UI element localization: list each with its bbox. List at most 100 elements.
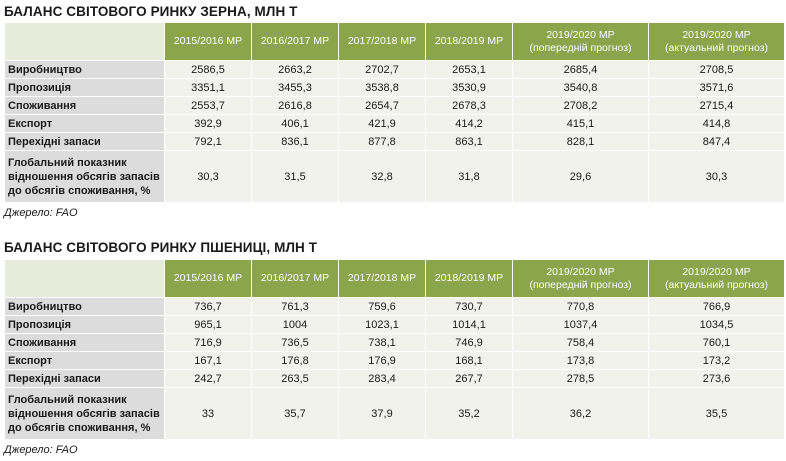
table-cell: 263,5 (251, 369, 339, 388)
wheat-source-note: Джерело: FAO (4, 444, 78, 456)
table-cell: 415,1 (512, 114, 649, 133)
table-cell: 176,8 (251, 351, 339, 370)
table-cell: 242,7 (164, 369, 252, 388)
table-cell: 35,7 (251, 387, 339, 440)
row-label: Виробництво (4, 297, 165, 316)
row-label: Пропозиція (4, 315, 165, 334)
column-header: 2016/2017 МР (251, 22, 339, 61)
row-label: Виробництво (4, 60, 165, 79)
table-cell: 863,1 (425, 132, 513, 151)
table-cell: 1004 (251, 315, 339, 334)
table-row: Споживання 716,9 736,5 738,1 746,9 758,4… (4, 333, 785, 352)
table-cell: 2678,3 (425, 96, 513, 115)
table-cell: 761,3 (251, 297, 339, 316)
table-cell: 2553,7 (164, 96, 252, 115)
table-row: Пропозиція 3351,1 3455,3 3538,8 3530,9 3… (4, 78, 785, 97)
table-cell: 173,8 (512, 351, 649, 370)
column-header: 2019/2020 МР (попередній прогноз) (512, 22, 649, 61)
grain-source-note: Джерело: FAO (4, 207, 78, 219)
table-row: Глобальний показник відношення обсягів за… (4, 387, 785, 440)
column-header: 2016/2017 МР (251, 259, 339, 298)
row-label: Перехідні запаси (4, 132, 165, 151)
table-cell: 2586,5 (164, 60, 252, 79)
table-cell: 836,1 (251, 132, 339, 151)
table-cell: 36,2 (512, 387, 649, 440)
wheat-table-title: БАЛАНС СВІТОВОГО РИНКУ ПШЕНИЦІ, МЛН Т (4, 240, 318, 255)
header-corner (4, 259, 165, 298)
table-cell: 1034,5 (648, 315, 785, 334)
column-header: 2018/2019 МР (425, 259, 513, 298)
row-label: Експорт (4, 351, 165, 370)
table-cell: 35,2 (425, 387, 513, 440)
table-cell: 31,5 (251, 150, 339, 203)
wheat-balance-table: 2015/2016 МР 2016/2017 МР 2017/2018 МР 2… (4, 259, 785, 440)
column-header: 2015/2016 МР (164, 259, 252, 298)
table-cell: 716,9 (164, 333, 252, 352)
table-cell: 414,8 (648, 114, 785, 133)
table-row: Перехідні запаси 792,1 836,1 877,8 863,1… (4, 132, 785, 151)
column-header: 2019/2020 МР (актуальний прогноз) (648, 259, 785, 298)
table-cell: 736,7 (164, 297, 252, 316)
table-cell: 167,1 (164, 351, 252, 370)
row-label: Глобальний показник відношення обсягів за… (4, 150, 165, 203)
table-cell: 877,8 (338, 132, 426, 151)
table-row: Експорт 392,9 406,1 421,9 414,2 415,1 41… (4, 114, 785, 133)
row-label: Споживання (4, 333, 165, 352)
table-cell: 1023,1 (338, 315, 426, 334)
table-cell: 792,1 (164, 132, 252, 151)
table-cell: 1037,4 (512, 315, 649, 334)
row-label: Глобальний показник відношення обсягів за… (4, 387, 165, 440)
table-cell: 273,6 (648, 369, 785, 388)
grain-balance-table: 2015/2016 МР 2016/2017 МР 2017/2018 МР 2… (4, 22, 785, 203)
table-cell: 766,9 (648, 297, 785, 316)
table-row: Перехідні запаси 242,7 263,5 283,4 267,7… (4, 369, 785, 388)
table-cell: 2616,8 (251, 96, 339, 115)
table-cell: 30,3 (164, 150, 252, 203)
table-cell: 2653,1 (425, 60, 513, 79)
table-cell: 828,1 (512, 132, 649, 151)
table-row: Пропозиція 965,1 1004 1023,1 1014,1 1037… (4, 315, 785, 334)
column-header: 2015/2016 МР (164, 22, 252, 61)
table-cell: 421,9 (338, 114, 426, 133)
table-row: Споживання 2553,7 2616,8 2654,7 2678,3 2… (4, 96, 785, 115)
table-row: Виробництво 2586,5 2663,2 2702,7 2653,1 … (4, 60, 785, 79)
table-cell: 37,9 (338, 387, 426, 440)
row-label: Споживання (4, 96, 165, 115)
row-label: Перехідні запаси (4, 369, 165, 388)
table-row: Глобальний показник відношення обсягів за… (4, 150, 785, 203)
table-cell: 730,7 (425, 297, 513, 316)
column-header: 2019/2020 МР (актуальний прогноз) (648, 22, 785, 61)
table-cell: 414,2 (425, 114, 513, 133)
table-cell: 168,1 (425, 351, 513, 370)
table-cell: 759,6 (338, 297, 426, 316)
table-row: Експорт 167,1 176,8 176,9 168,1 173,8 17… (4, 351, 785, 370)
table-cell: 392,9 (164, 114, 252, 133)
table-cell: 746,9 (425, 333, 513, 352)
column-header: 2017/2018 МР (338, 259, 426, 298)
table-cell: 847,4 (648, 132, 785, 151)
table-cell: 738,1 (338, 333, 426, 352)
table-cell: 176,9 (338, 351, 426, 370)
column-header: 2018/2019 МР (425, 22, 513, 61)
table-cell: 3455,3 (251, 78, 339, 97)
table-cell: 3530,9 (425, 78, 513, 97)
table-cell: 3571,6 (648, 78, 785, 97)
grain-table-title: БАЛАНС СВІТОВОГО РИНКУ ЗЕРНА, МЛН Т (4, 4, 298, 19)
table-cell: 33 (164, 387, 252, 440)
table-cell: 2715,4 (648, 96, 785, 115)
table-cell: 1014,1 (425, 315, 513, 334)
table-cell: 2654,7 (338, 96, 426, 115)
table-cell: 173,2 (648, 351, 785, 370)
table-cell: 760,1 (648, 333, 785, 352)
table-cell: 770,8 (512, 297, 649, 316)
header-row: 2015/2016 МР 2016/2017 МР 2017/2018 МР 2… (4, 22, 785, 61)
table-cell: 3538,8 (338, 78, 426, 97)
column-header: 2019/2020 МР (попередній прогноз) (512, 259, 649, 298)
column-header: 2017/2018 МР (338, 22, 426, 61)
table-cell: 3540,8 (512, 78, 649, 97)
table-cell: 2708,2 (512, 96, 649, 115)
table-cell: 2708,5 (648, 60, 785, 79)
table-cell: 2663,2 (251, 60, 339, 79)
table-cell: 3351,1 (164, 78, 252, 97)
table-cell: 2685,4 (512, 60, 649, 79)
